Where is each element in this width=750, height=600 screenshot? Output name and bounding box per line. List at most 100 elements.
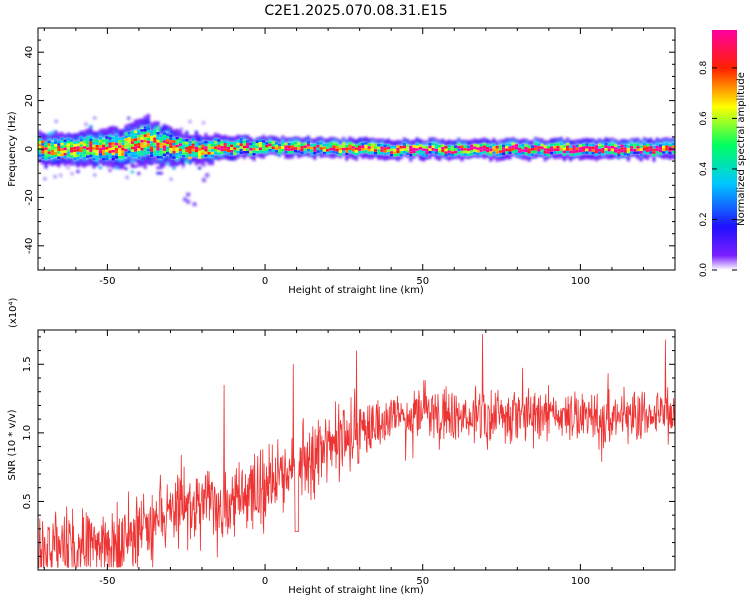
spectrogram-cell: [431, 137, 435, 141]
spectrogram-cell: [134, 120, 138, 124]
spectrogram-cell: [591, 143, 595, 147]
spectrogram-cell: [124, 154, 128, 157]
spectrogram-cell: [162, 129, 166, 133]
spectrogram-cell: [140, 139, 144, 143]
spectrogram-cell: [383, 152, 387, 156]
spectrogram-cell: [361, 140, 365, 143]
spectrogram-cell: [137, 140, 141, 143]
spectrogram-cell: [127, 117, 131, 121]
spectrogram-x-tick-label: 50: [416, 276, 429, 287]
spectrogram-cell: [415, 142, 419, 146]
spectrogram-cell: [578, 139, 582, 142]
spectrogram-cell: [162, 145, 166, 149]
spectrogram-cell: [169, 137, 173, 140]
spectrogram-cell: [332, 145, 336, 148]
spectrogram-cell: [156, 123, 160, 127]
spectrogram-cell: [553, 145, 557, 149]
spectrogram-cell: [383, 157, 387, 161]
spectrogram-cell: [255, 151, 259, 154]
spectrogram-cell: [444, 148, 448, 152]
spectrogram-cell: [578, 144, 582, 148]
spectrogram-cell: [108, 153, 112, 156]
spectrogram-cell: [508, 143, 512, 147]
spectrogram-cell: [582, 157, 586, 160]
spectrogram-cell: [668, 149, 672, 152]
spectrogram-cell: [582, 141, 586, 144]
spectrogram-x-label: Height of straight line (km): [288, 285, 424, 296]
spectrogram-cell: [642, 142, 646, 146]
spectrogram-cell: [76, 164, 80, 168]
spectrogram-cell: [203, 163, 207, 167]
spectrogram-cell: [217, 157, 221, 161]
spectrogram-cell: [130, 149, 134, 152]
spectrogram-cell: [479, 141, 483, 144]
spectrogram-cell: [569, 147, 573, 151]
spectrogram-cell: [623, 147, 627, 150]
spectrogram-cell: [479, 138, 483, 142]
spectrogram-cell: [473, 149, 477, 152]
spectrogram-cell: [537, 148, 541, 152]
spectrogram-cell: [66, 138, 70, 141]
spectrogram-cell: [79, 160, 83, 163]
spectrogram-cell: [444, 140, 448, 144]
spectrogram-cell: [188, 140, 192, 144]
spectrogram-cell: [572, 148, 576, 151]
spectrogram-cell: [604, 142, 608, 146]
spectrogram-cell: [418, 144, 422, 148]
spectrogram-cell: [214, 154, 218, 157]
spectrogram-cell: [556, 137, 560, 141]
spectrogram-cell: [345, 139, 349, 143]
spectrogram-cell: [543, 150, 547, 154]
spectrogram-cell: [313, 151, 317, 155]
spectrogram-cell: [578, 155, 582, 158]
spectrogram-cell: [594, 142, 598, 146]
spectrogram-cell: [457, 153, 461, 157]
spectrogram-cell: [108, 126, 112, 130]
spectrogram-cell: [569, 155, 573, 159]
spectrogram-cell: [76, 132, 80, 136]
spectrogram-cell: [662, 148, 666, 152]
spectrogram-cell: [156, 137, 160, 140]
spectrogram-cell: [486, 138, 490, 142]
spectrogram-cell: [95, 131, 99, 135]
spectrogram-cell: [201, 152, 205, 156]
spectrogram-cell: [182, 154, 186, 158]
spectrogram-cell: [236, 150, 240, 154]
spectrogram-cell: [591, 149, 595, 152]
spectrogram-cell: [630, 143, 634, 147]
spectrogram-cell: [162, 126, 166, 130]
spectrogram-cell: [415, 137, 419, 141]
spectrogram-cell: [511, 147, 515, 151]
spectrogram-cell: [527, 156, 531, 159]
spectrogram-cell: [342, 142, 346, 146]
spectrogram-cell: [194, 162, 198, 166]
spectrogram-cell: [150, 127, 154, 131]
spectrogram-cell: [198, 158, 202, 162]
spectrogram-cell: [409, 156, 413, 160]
spectrogram-cell: [210, 135, 214, 139]
spectrogram-cell: [591, 141, 595, 144]
spectrogram-cell: [582, 143, 586, 147]
spectrogram-cell: [191, 138, 195, 141]
spectrogram-cell: [223, 145, 227, 149]
spectrogram-cell: [310, 146, 314, 150]
spectrogram-cell: [386, 141, 390, 144]
spectrogram-cell: [233, 155, 237, 158]
spectrogram-cell: [588, 151, 592, 155]
spectrogram-cell: [92, 139, 96, 142]
spectrogram-cell: [489, 145, 493, 149]
spectrogram-cell: [134, 135, 138, 139]
spectrogram-cell: [127, 145, 131, 148]
spectrogram-cell: [130, 138, 134, 142]
spectrogram-cell: [569, 142, 573, 146]
spectrogram-cell: [95, 144, 99, 148]
spectrogram-cell: [402, 148, 406, 151]
spectrogram-cell: [322, 143, 326, 147]
spectrogram-cell: [150, 149, 154, 152]
spectrogram-cell: [95, 160, 99, 164]
spectrogram-cell: [201, 157, 205, 161]
spectrogram-cell: [134, 146, 138, 149]
spectrogram-cell: [70, 152, 74, 156]
spectrogram-cell: [559, 155, 563, 159]
spectrogram-y-tick-label: 20: [24, 94, 35, 107]
